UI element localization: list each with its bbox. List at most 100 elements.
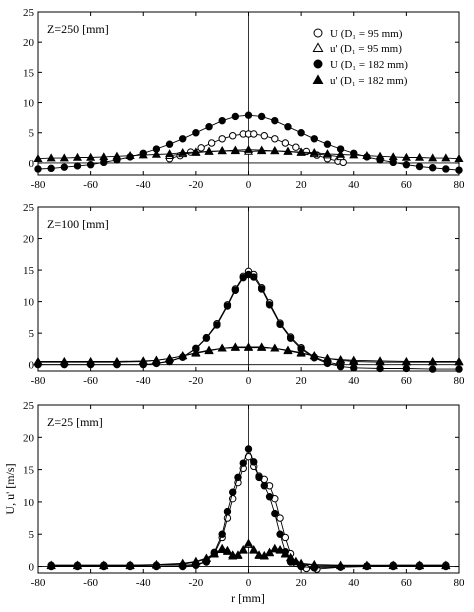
x-tick-label: -60 bbox=[83, 179, 98, 191]
y-tick-label: 20 bbox=[23, 234, 35, 246]
y-tick-label: 10 bbox=[23, 297, 35, 309]
data-point bbox=[281, 139, 290, 147]
x-tick-label: -40 bbox=[136, 375, 151, 387]
data-point bbox=[454, 357, 464, 366]
data-point bbox=[254, 550, 264, 559]
data-point bbox=[204, 345, 214, 354]
data-point bbox=[309, 147, 319, 156]
x-tick-label: 20 bbox=[296, 375, 308, 387]
data-point bbox=[388, 561, 398, 570]
data-point bbox=[243, 342, 254, 351]
panel-annotation: Z=25 [mm] bbox=[47, 415, 103, 429]
data-point bbox=[296, 348, 306, 356]
x-tick-label: 20 bbox=[296, 179, 308, 191]
legend-label: U (D₁ = 95 mm) bbox=[330, 28, 403, 40]
y-tick-label: 5 bbox=[29, 328, 35, 340]
data-point bbox=[217, 146, 227, 155]
data-point bbox=[197, 144, 205, 152]
data-point bbox=[296, 147, 306, 156]
data-point bbox=[265, 301, 274, 309]
data-point bbox=[239, 273, 247, 282]
data-point bbox=[112, 357, 122, 366]
data-point bbox=[250, 273, 258, 281]
data-point bbox=[213, 321, 221, 329]
data-point bbox=[362, 561, 372, 570]
data-point bbox=[350, 364, 358, 372]
y-tick-label: 25 bbox=[23, 7, 35, 19]
data-point bbox=[349, 356, 359, 365]
data-point bbox=[112, 151, 122, 160]
series-4 bbox=[33, 342, 464, 366]
data-point bbox=[230, 342, 240, 351]
data-point bbox=[205, 123, 213, 131]
data-point bbox=[322, 149, 332, 158]
data-point bbox=[275, 545, 285, 554]
data-point bbox=[401, 152, 411, 161]
data-point bbox=[229, 132, 237, 140]
y-tick-label: 10 bbox=[23, 497, 35, 509]
data-point bbox=[291, 557, 301, 566]
data-point bbox=[428, 164, 437, 172]
data-point bbox=[209, 549, 219, 558]
data-point bbox=[59, 357, 69, 366]
data-point bbox=[270, 343, 280, 352]
series-4 bbox=[33, 144, 464, 162]
y-tick-label: 5 bbox=[29, 128, 35, 140]
data-point bbox=[125, 150, 135, 159]
x-tick-label: -80 bbox=[31, 577, 46, 589]
data-point bbox=[265, 493, 274, 501]
legend-label: u' (D₁ = 95 mm) bbox=[330, 43, 402, 55]
data-point bbox=[375, 151, 385, 160]
data-point bbox=[60, 163, 69, 171]
data-point bbox=[218, 530, 226, 538]
data-point bbox=[257, 342, 267, 351]
data-point bbox=[336, 561, 346, 570]
data-point bbox=[401, 357, 411, 366]
data-point bbox=[322, 353, 332, 362]
data-point bbox=[151, 355, 161, 364]
data-point bbox=[349, 150, 359, 159]
data-point bbox=[428, 365, 437, 373]
data-point bbox=[260, 482, 268, 490]
data-point bbox=[230, 145, 240, 154]
data-point bbox=[442, 165, 450, 173]
data-point bbox=[86, 161, 95, 169]
data-point bbox=[207, 139, 216, 147]
data-point bbox=[191, 348, 201, 356]
data-point bbox=[178, 147, 188, 156]
data-point bbox=[46, 561, 56, 570]
data-point bbox=[255, 473, 263, 482]
data-point bbox=[402, 161, 411, 169]
data-point bbox=[276, 320, 284, 329]
legend-label: U (D₁ = 182 mm) bbox=[330, 59, 408, 71]
data-point bbox=[151, 560, 161, 569]
data-point bbox=[362, 150, 372, 159]
data-point bbox=[249, 545, 259, 554]
data-point bbox=[309, 560, 319, 569]
data-point bbox=[231, 286, 240, 294]
data-point bbox=[165, 140, 174, 148]
data-point bbox=[72, 152, 83, 161]
chart-panel-1: -80 -60 -40 -20 0 20 40 60 80 0 5 10 15 20 25 Z=250 [mm… bbox=[23, 7, 465, 191]
chart-panel-2: -80 -60 -40 -20 0 20 40 60 80 0 5 10 15 20 25 Z=100 [mm… bbox=[23, 202, 465, 387]
x-tick-label: 0 bbox=[246, 375, 252, 387]
data-point bbox=[271, 509, 279, 518]
data-point bbox=[191, 147, 201, 156]
data-point bbox=[270, 146, 280, 155]
data-point bbox=[257, 145, 267, 154]
data-point bbox=[414, 152, 425, 161]
legend-label: u' (D₁ = 182 mm) bbox=[330, 75, 408, 87]
data-point bbox=[165, 149, 175, 158]
data-point bbox=[281, 533, 290, 542]
legend-marker bbox=[313, 28, 323, 38]
data-point bbox=[178, 351, 188, 360]
data-point bbox=[223, 302, 232, 310]
data-point bbox=[414, 561, 425, 570]
data-point bbox=[265, 548, 275, 557]
data-point bbox=[99, 152, 109, 161]
data-point bbox=[250, 130, 258, 138]
data-point bbox=[33, 357, 43, 366]
data-point bbox=[125, 561, 135, 570]
data-point bbox=[415, 162, 424, 171]
data-point bbox=[454, 154, 464, 162]
